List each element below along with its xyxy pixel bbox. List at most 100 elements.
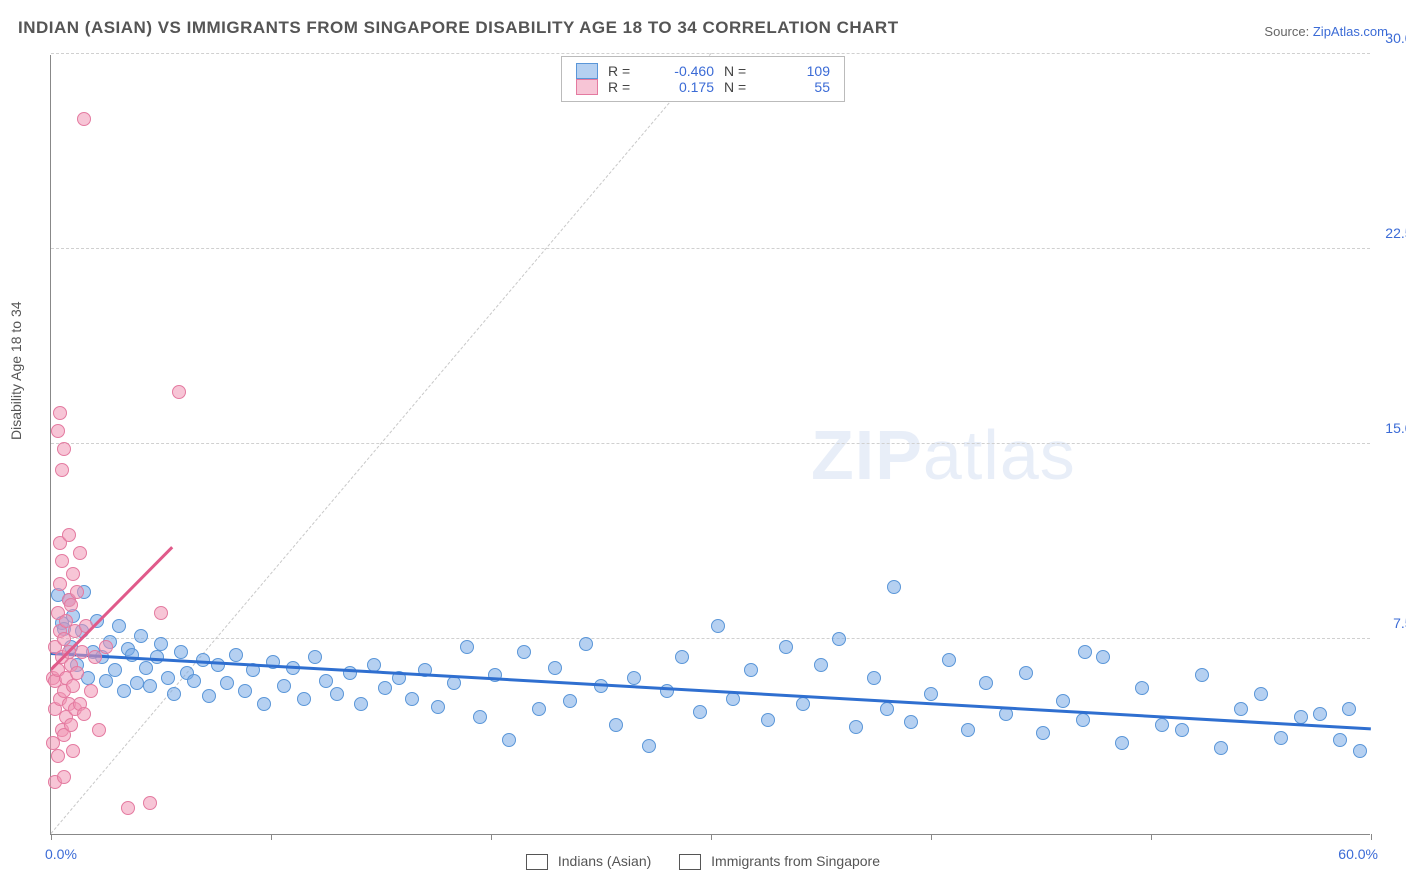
scatter-point	[761, 713, 775, 727]
scatter-point	[675, 650, 689, 664]
scatter-point	[1342, 702, 1356, 716]
scatter-point	[1254, 687, 1268, 701]
scatter-point	[711, 619, 725, 633]
legend-label: Indians (Asian)	[558, 853, 651, 869]
scatter-point	[66, 567, 80, 581]
scatter-point	[744, 663, 758, 677]
scatter-point	[961, 723, 975, 737]
y-tick-label: 7.5%	[1393, 615, 1406, 631]
x-tick-mark	[711, 834, 712, 840]
scatter-point	[1135, 681, 1149, 695]
legend-n-label: N =	[724, 63, 760, 79]
scatter-point	[53, 406, 67, 420]
scatter-point	[161, 671, 175, 685]
legend-item-pink: Immigrants from Singapore	[679, 853, 880, 870]
scatter-point	[77, 707, 91, 721]
scatter-point	[460, 640, 474, 654]
x-axis-min-label: 0.0%	[45, 846, 77, 862]
scatter-point	[609, 718, 623, 732]
scatter-point	[125, 648, 139, 662]
scatter-point	[154, 637, 168, 651]
scatter-point	[880, 702, 894, 716]
scatter-point	[1333, 733, 1347, 747]
scatter-point	[277, 679, 291, 693]
scatter-point	[999, 707, 1013, 721]
y-tick-label: 22.5%	[1385, 225, 1406, 241]
scatter-point	[66, 744, 80, 758]
scatter-point	[1076, 713, 1090, 727]
gridline	[51, 443, 1370, 444]
scatter-point	[405, 692, 419, 706]
scatter-point	[112, 619, 126, 633]
scatter-point	[1175, 723, 1189, 737]
x-tick-mark	[1371, 834, 1372, 840]
scatter-point	[1274, 731, 1288, 745]
y-tick-label: 15.0%	[1385, 420, 1406, 436]
x-tick-mark	[491, 834, 492, 840]
scatter-point	[121, 801, 135, 815]
scatter-point	[308, 650, 322, 664]
scatter-point	[904, 715, 918, 729]
chart-plot-area: ZIPatlas 0.0% 60.0% 7.5%15.0%22.5%30.0%	[50, 55, 1370, 835]
scatter-point	[447, 676, 461, 690]
legend-n-value: 55	[770, 79, 830, 95]
legend-correlation: R = -0.460 N = 109 R = 0.175 N = 55	[561, 56, 845, 102]
scatter-point	[502, 733, 516, 747]
scatter-point	[319, 674, 333, 688]
scatter-point	[942, 653, 956, 667]
scatter-point	[134, 629, 148, 643]
scatter-point	[849, 720, 863, 734]
scatter-point	[66, 679, 80, 693]
scatter-point	[867, 671, 881, 685]
source-label: Source:	[1264, 24, 1309, 39]
scatter-point	[1313, 707, 1327, 721]
y-tick-label: 30.0%	[1385, 30, 1406, 46]
scatter-point	[139, 661, 153, 675]
scatter-point	[238, 684, 252, 698]
source-link[interactable]: ZipAtlas.com	[1313, 24, 1388, 39]
scatter-point	[62, 528, 76, 542]
scatter-point	[143, 796, 157, 810]
scatter-point	[53, 577, 67, 591]
scatter-point	[257, 697, 271, 711]
scatter-point	[172, 385, 186, 399]
scatter-point	[117, 684, 131, 698]
legend-item-blue: Indians (Asian)	[526, 853, 651, 870]
scatter-point	[130, 676, 144, 690]
scatter-point	[70, 666, 84, 680]
legend-swatch-pink	[576, 79, 598, 95]
legend-swatch-pink	[679, 854, 701, 870]
scatter-point	[330, 687, 344, 701]
scatter-point	[627, 671, 641, 685]
scatter-point	[64, 718, 78, 732]
legend-r-label: R =	[608, 63, 644, 79]
legend-r-label: R =	[608, 79, 644, 95]
scatter-point	[354, 697, 368, 711]
scatter-point	[532, 702, 546, 716]
scatter-point	[297, 692, 311, 706]
watermark: ZIPatlas	[811, 415, 1076, 495]
scatter-point	[378, 681, 392, 695]
scatter-point	[832, 632, 846, 646]
scatter-point	[55, 463, 69, 477]
scatter-point	[64, 598, 78, 612]
scatter-point	[73, 546, 87, 560]
legend-swatch-blue	[526, 854, 548, 870]
scatter-point	[1056, 694, 1070, 708]
legend-swatch-blue	[576, 63, 598, 79]
scatter-point	[211, 658, 225, 672]
chart-title: INDIAN (ASIAN) VS IMMIGRANTS FROM SINGAP…	[18, 18, 899, 38]
scatter-point	[1294, 710, 1308, 724]
scatter-point	[187, 674, 201, 688]
scatter-point	[548, 661, 562, 675]
scatter-point	[642, 739, 656, 753]
scatter-point	[814, 658, 828, 672]
scatter-point	[517, 645, 531, 659]
scatter-point	[779, 640, 793, 654]
scatter-point	[57, 442, 71, 456]
scatter-point	[77, 112, 91, 126]
x-axis-max-label: 60.0%	[1338, 846, 1378, 862]
x-tick-mark	[1151, 834, 1152, 840]
scatter-point	[563, 694, 577, 708]
scatter-point	[51, 749, 65, 763]
